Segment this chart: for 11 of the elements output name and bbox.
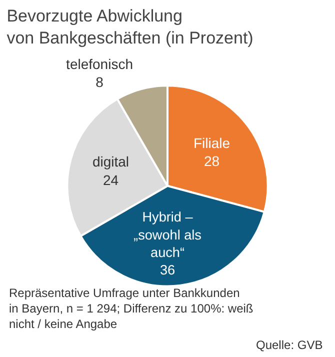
- slice-label: Filiale: [193, 134, 230, 151]
- slice-label: telefonisch: [66, 56, 133, 72]
- source-note: Quelle: GVB: [256, 338, 323, 352]
- slice-label: Hybrid – „sowohl als auch“: [134, 210, 202, 260]
- text: Repräsentative Umfrage unter Bankkunden in Bayern, n = 1 294; Differenz zu 100%: weiß nicht / keine Angabe: [9, 286, 254, 332]
- data-label: 24: [102, 172, 119, 188]
- chart-title: Bevorzugte Abwicklung von Bankgeschäften (in Prozent): [6, 6, 254, 48]
- slice-label: digital: [92, 154, 130, 170]
- data-label: 8: [96, 74, 104, 90]
- data-label: 28: [204, 152, 220, 169]
- data-label: 36: [160, 262, 176, 278]
